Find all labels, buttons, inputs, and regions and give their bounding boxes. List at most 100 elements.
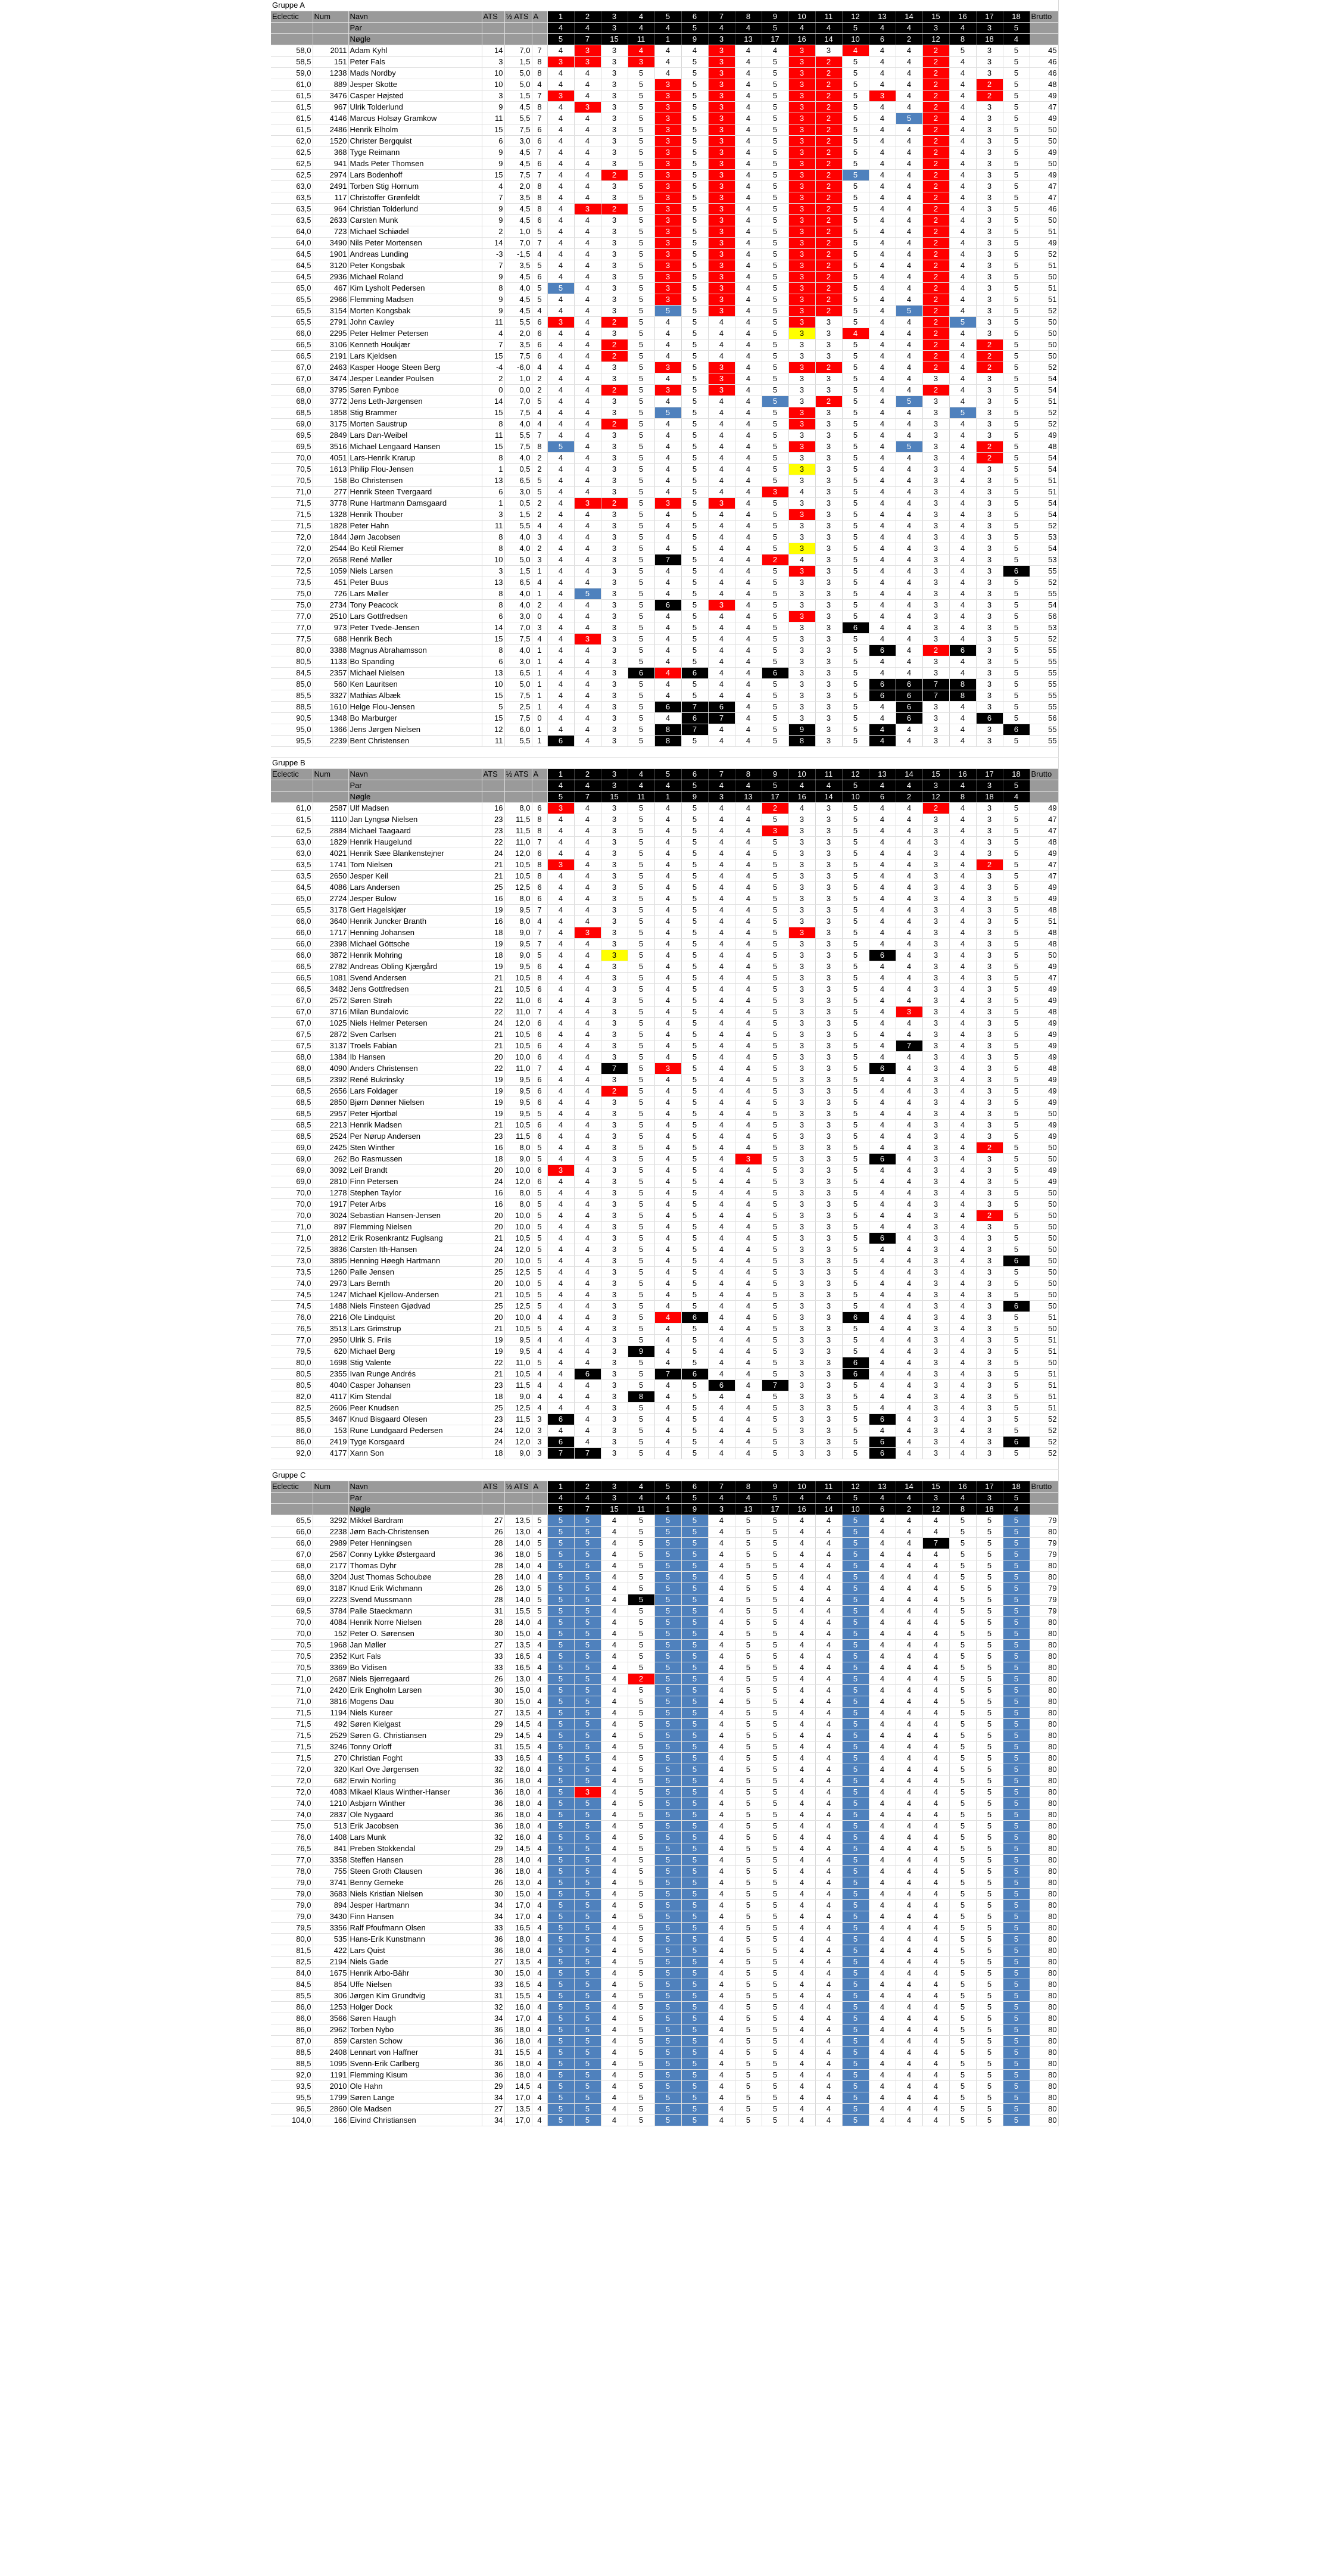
hole-score: 4 bbox=[601, 2103, 628, 2115]
hole-score: 4 bbox=[815, 1616, 843, 1628]
hole-score: 4 bbox=[708, 1956, 735, 1968]
ats-value: 24 bbox=[482, 1436, 505, 1448]
player-name: Christian Foght bbox=[348, 1752, 482, 1764]
hole-score: 4 bbox=[949, 633, 977, 645]
player-number: 4090 bbox=[313, 1063, 349, 1074]
player-name: Anders Christensen bbox=[348, 1063, 482, 1074]
hole-score: 3 bbox=[788, 497, 816, 509]
brutto-value: 50 bbox=[1030, 1210, 1059, 1222]
hole-score: 5 bbox=[735, 1899, 762, 1911]
par-value: 5 bbox=[1003, 780, 1030, 792]
ats-value: 20 bbox=[482, 1312, 505, 1323]
hole-score: 4 bbox=[815, 1628, 843, 1640]
eclectic-score: 72,0 bbox=[271, 531, 313, 543]
hole-score: 5 bbox=[762, 1888, 789, 1900]
hole-score: 4 bbox=[547, 373, 575, 385]
hole-score: 4 bbox=[547, 113, 575, 124]
hole-score: 5 bbox=[681, 1877, 709, 1889]
blank-cell bbox=[1030, 33, 1059, 45]
hole-score: 6 bbox=[869, 1436, 896, 1448]
hole-score: 4 bbox=[949, 983, 977, 995]
hole-score: 4 bbox=[735, 1029, 762, 1041]
hole-score: 3 bbox=[601, 1413, 628, 1425]
blank-cell bbox=[532, 1492, 548, 1504]
hole-score: 4 bbox=[869, 1945, 896, 1957]
hole-score: 5 bbox=[842, 1345, 869, 1357]
hole-score: 5 bbox=[681, 972, 709, 984]
hole-score: 5 bbox=[574, 1877, 601, 1889]
hole-score: 4 bbox=[708, 1616, 735, 1628]
player-number: 4086 bbox=[313, 881, 349, 893]
hole-score: 3 bbox=[788, 203, 816, 215]
par-value: 4 bbox=[574, 22, 601, 34]
noegle-value: 8 bbox=[949, 791, 977, 803]
hole-score: 5 bbox=[762, 1899, 789, 1911]
par-value: 5 bbox=[1003, 1492, 1030, 1504]
half-ats-value: 12,0 bbox=[504, 848, 532, 859]
hole-score: 4 bbox=[735, 135, 762, 147]
hole-score: 4 bbox=[788, 1809, 816, 1821]
hole-score: 4 bbox=[574, 1357, 601, 1369]
hole-score: 3 bbox=[922, 1074, 950, 1086]
brutto-value: 49 bbox=[1030, 1051, 1059, 1063]
hole-score: 5 bbox=[762, 701, 789, 713]
hole-score: 5 bbox=[762, 1877, 789, 1889]
hole-score: 3 bbox=[788, 881, 816, 893]
hole-score: 4 bbox=[601, 1752, 628, 1764]
hole-score: 5 bbox=[681, 802, 709, 814]
hole-score: 5 bbox=[574, 1673, 601, 1685]
hole-score: 5 bbox=[547, 1718, 575, 1730]
hole-score: 5 bbox=[842, 158, 869, 170]
hole-score: 5 bbox=[681, 1945, 709, 1957]
hole-score: 4 bbox=[574, 531, 601, 543]
hole-score: 5 bbox=[628, 859, 655, 871]
player-name: Hans-Erik Kunstmann bbox=[348, 1933, 482, 1945]
hole-score: 4 bbox=[896, 158, 923, 170]
hole-score: 3 bbox=[788, 441, 816, 453]
a-value: 4 bbox=[532, 2058, 548, 2070]
hole-score: 4 bbox=[896, 814, 923, 826]
hole-score: 2 bbox=[815, 271, 843, 283]
hole-score: 4 bbox=[922, 1922, 950, 1934]
eclectic-score: 92,0 bbox=[271, 1447, 313, 1459]
hole-score: 4 bbox=[735, 1436, 762, 1448]
ats-value: 31 bbox=[482, 1741, 505, 1753]
hole-score: 3 bbox=[601, 802, 628, 814]
brutto-value: 47 bbox=[1030, 192, 1059, 204]
hole-score: 3 bbox=[976, 1006, 1003, 1018]
hole-score: 5 bbox=[976, 1560, 1003, 1572]
hole-score: 4 bbox=[654, 961, 682, 973]
hole-score: 3 bbox=[601, 1368, 628, 1380]
hole-score: 3 bbox=[788, 1323, 816, 1335]
hole-score: 5 bbox=[547, 2058, 575, 2070]
half-ats-value: 5,0 bbox=[504, 554, 532, 566]
hole-score: 5 bbox=[574, 1933, 601, 1945]
hole-score: 4 bbox=[735, 565, 762, 577]
hole-score: 5 bbox=[681, 520, 709, 532]
hole-score: 4 bbox=[896, 192, 923, 204]
a-value: 1 bbox=[532, 588, 548, 600]
player-name: Peter O. Sørensen bbox=[348, 1628, 482, 1640]
hole-score: 4 bbox=[869, 802, 896, 814]
player-row: 77,0 973 Peter Tvede-Jensen 14 7,0 3 4 4 3 5 4 5 4 4 5… bbox=[271, 622, 1059, 634]
eclectic-score: 79,0 bbox=[271, 1899, 313, 1911]
hole-score: 4 bbox=[574, 1187, 601, 1199]
hole-score: 5 bbox=[681, 1436, 709, 1448]
hole-score: 4 bbox=[547, 1051, 575, 1063]
hole-score: 4 bbox=[896, 67, 923, 79]
eclectic-score: 65,0 bbox=[271, 893, 313, 905]
hole-score: 5 bbox=[762, 1583, 789, 1594]
hole-score: 4 bbox=[547, 848, 575, 859]
a-value: 4 bbox=[532, 1990, 548, 2002]
hole-score: 5 bbox=[976, 1730, 1003, 1742]
hole-score: 4 bbox=[922, 2035, 950, 2047]
hole-score: 5 bbox=[762, 1425, 789, 1437]
hole-score: 4 bbox=[547, 1244, 575, 1256]
a-value: 4 bbox=[532, 1616, 548, 1628]
ats-value: 21 bbox=[482, 870, 505, 882]
hole-score: 4 bbox=[896, 622, 923, 634]
hole-score: 4 bbox=[869, 294, 896, 306]
eclectic-score: 70,5 bbox=[271, 1639, 313, 1651]
hole-score: 4 bbox=[574, 1323, 601, 1335]
noegle-value: 5 bbox=[547, 33, 575, 45]
